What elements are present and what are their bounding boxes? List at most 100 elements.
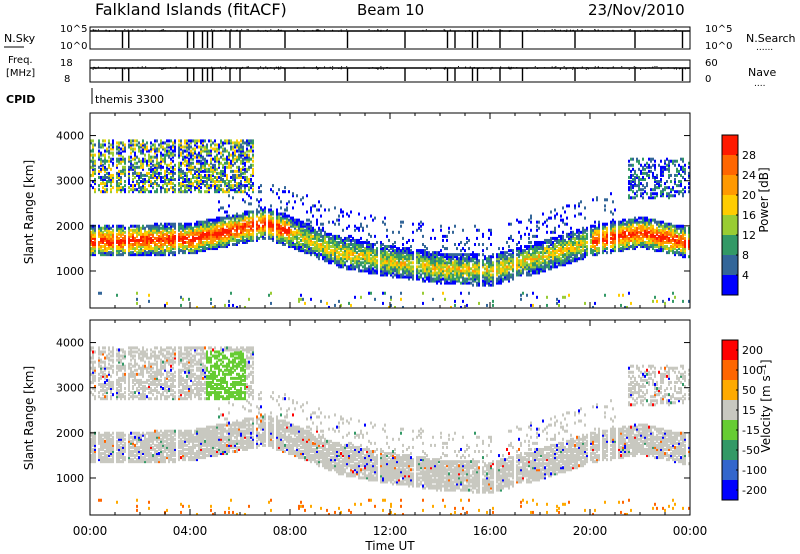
- power-cell: [306, 210, 308, 214]
- power-cell: [158, 234, 160, 238]
- power-cell: [478, 281, 480, 285]
- power-cell: [242, 214, 244, 218]
- power-cell: [316, 230, 318, 234]
- power-cell: [146, 147, 148, 151]
- power-cell: [262, 224, 264, 228]
- power-cell: [156, 228, 158, 232]
- power-cell: [334, 236, 336, 240]
- power-cell: [228, 165, 230, 169]
- power-cell: [150, 232, 152, 236]
- power-cell: [462, 263, 464, 267]
- power-cell: [248, 178, 250, 181]
- power-cell: [448, 259, 450, 263]
- nave-point: [612, 67, 614, 69]
- power-cell: [276, 220, 278, 224]
- nsearch-point: [555, 29, 557, 31]
- noise-tick-right-bottom: 10^0: [705, 41, 732, 52]
- power-cell: [544, 259, 546, 263]
- power-cell: [324, 230, 326, 234]
- power-cell: [182, 178, 184, 181]
- power-cell: [280, 234, 282, 238]
- nsearch-point: [572, 30, 574, 32]
- power-cell: [536, 257, 538, 261]
- power-cell: [180, 145, 182, 149]
- power-cell: [358, 253, 360, 257]
- power-cell: [202, 226, 204, 230]
- power-cell: [160, 247, 162, 251]
- power-cell: [288, 232, 290, 236]
- power-cell: [558, 253, 560, 257]
- power-cell: [140, 159, 142, 163]
- power-cell: [150, 182, 152, 186]
- power-cell: [392, 267, 394, 271]
- nsearch-point: [509, 30, 511, 32]
- nave-point: [230, 68, 232, 70]
- power-cell: [196, 251, 198, 255]
- power-cell: [184, 232, 186, 236]
- power-cell: [146, 253, 148, 257]
- power-cell: [334, 247, 336, 251]
- power-cell: [380, 267, 382, 271]
- power-cell: [224, 149, 226, 153]
- power-cell: [246, 141, 248, 145]
- power-cell: [430, 236, 432, 240]
- power-cell: [210, 234, 212, 238]
- power-cell: [102, 178, 104, 181]
- power-cell: [118, 253, 120, 257]
- power-cell: [552, 257, 554, 261]
- power-cell: [420, 265, 422, 269]
- power-cell: [570, 234, 572, 238]
- nave-point: [377, 68, 379, 70]
- power-cell: [202, 232, 204, 236]
- power-cell: [138, 175, 140, 179]
- power-cell: [144, 249, 146, 253]
- power-cell: [230, 163, 232, 167]
- power-cell: [118, 251, 120, 255]
- power-cell: [122, 141, 124, 145]
- power-cell: [402, 275, 404, 279]
- power-cell: [244, 186, 246, 190]
- power-cell: [384, 222, 386, 226]
- power-cell: [226, 141, 228, 145]
- power-cell: [146, 245, 148, 249]
- power-cell: [212, 220, 214, 224]
- power-cell: [166, 153, 168, 157]
- power-cell: [148, 190, 150, 194]
- power-cell: [92, 145, 94, 149]
- power-cell: [196, 222, 198, 226]
- power-cell: [442, 263, 444, 267]
- power-cell: [504, 259, 506, 263]
- power-cell: [174, 230, 176, 234]
- power-cell: [238, 186, 240, 190]
- power-cell: [288, 226, 290, 230]
- power-cell: [320, 228, 322, 232]
- power-cell: [544, 220, 546, 224]
- power-cell: [230, 232, 232, 236]
- power-cell: [110, 178, 112, 181]
- power-cell: [316, 245, 318, 249]
- power-cell: [242, 230, 244, 234]
- nsearch-point: [163, 29, 165, 31]
- power-cell: [152, 230, 154, 234]
- power-cell: [144, 178, 146, 181]
- power-cell: [468, 277, 470, 281]
- power-cell: [182, 190, 184, 194]
- power-cell: [392, 259, 394, 263]
- power-cell: [206, 145, 208, 149]
- power-cell: [160, 238, 162, 242]
- nsearch-point: [247, 29, 249, 31]
- power-cell: [300, 220, 302, 224]
- power-cell: [528, 263, 530, 267]
- power-cell: [434, 255, 436, 259]
- power-cell: [228, 186, 230, 190]
- power-cell: [276, 216, 278, 220]
- power-cell: [462, 265, 464, 269]
- power-cell: [202, 182, 204, 186]
- power-cell: [418, 222, 420, 226]
- power-cell: [198, 171, 200, 175]
- power-cell: [144, 230, 146, 234]
- power-cell: [384, 249, 386, 253]
- nave-point: [316, 68, 318, 70]
- power-cell: [462, 257, 464, 261]
- power-cell: [336, 255, 338, 259]
